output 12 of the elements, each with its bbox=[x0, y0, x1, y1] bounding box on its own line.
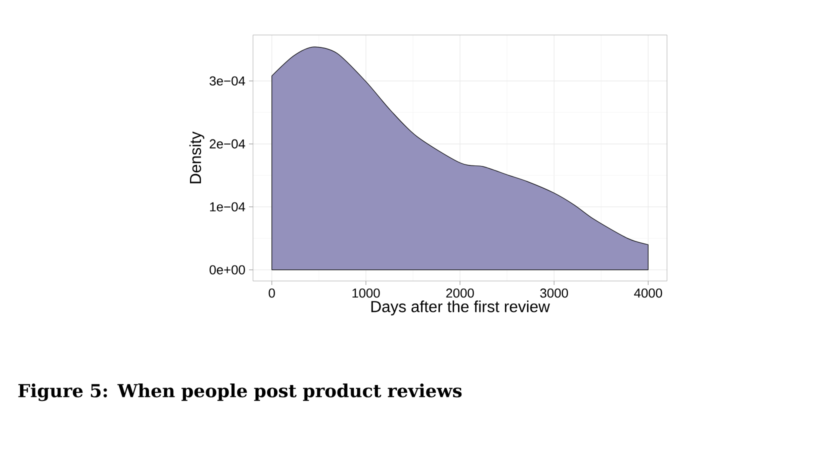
text: Figure 5: When people post product reviews bbox=[18, 384, 462, 402]
x-tick-label: 4000 bbox=[634, 288, 662, 298]
x-tick-label: 1000 bbox=[352, 288, 380, 298]
y-axis-title: Density bbox=[189, 131, 204, 184]
x-axis-title: Days after the first review bbox=[371, 300, 550, 316]
x-tick-label: 2000 bbox=[446, 288, 474, 298]
y-tick-label: 3e−04 bbox=[210, 76, 246, 86]
x-tick-label: 3000 bbox=[540, 288, 568, 298]
y-tick-label: 2e−04 bbox=[210, 139, 246, 148]
y-tick-label: 0e+00 bbox=[210, 265, 245, 274]
x-tick-label: 0 bbox=[268, 288, 275, 298]
y-tick-label: 1e−04 bbox=[210, 202, 246, 212]
